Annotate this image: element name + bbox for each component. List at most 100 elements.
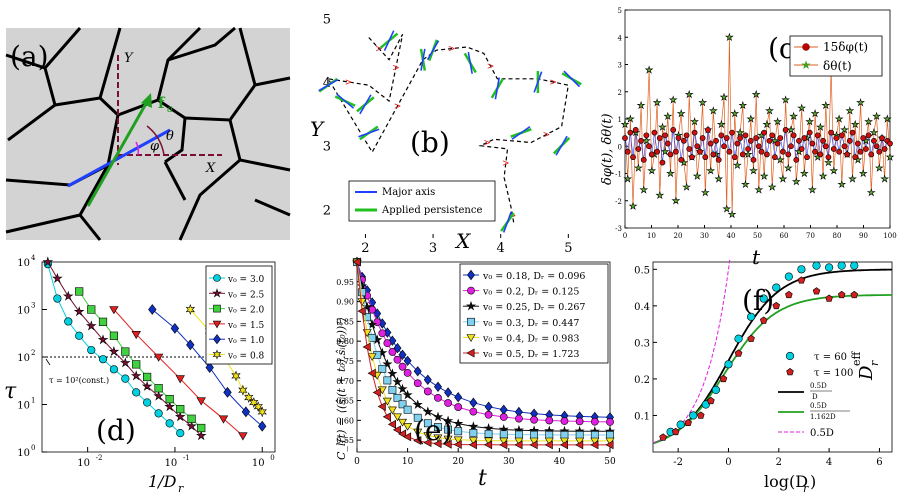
x-tick-label: 2 xyxy=(776,457,782,468)
phi-point xyxy=(721,143,727,150)
phi-point xyxy=(812,148,818,155)
legend-magenta: 0.5D xyxy=(810,428,834,439)
y-tick-label: -1 xyxy=(615,171,622,179)
series-point xyxy=(433,439,442,449)
legend-label-t60: τ = 60 xyxy=(814,352,847,363)
x-tick-label: 90 xyxy=(859,232,868,240)
phi-point xyxy=(745,146,752,152)
series-point xyxy=(412,399,423,410)
theta-point xyxy=(805,117,815,126)
panel-label-a: (a) xyxy=(10,40,49,73)
series-point xyxy=(218,415,229,424)
phi-point xyxy=(887,140,893,147)
series-point xyxy=(499,430,508,439)
legend-marker xyxy=(466,334,476,342)
series-point xyxy=(575,417,584,426)
major-axis-segment xyxy=(318,79,339,92)
series-point xyxy=(544,440,553,450)
phi-point xyxy=(723,135,730,141)
series-point xyxy=(423,387,432,396)
theta-point xyxy=(716,119,726,129)
x-tick-label: 0 xyxy=(725,457,731,468)
theta-point xyxy=(869,128,879,137)
series-point xyxy=(671,427,680,436)
y-tick-label: -3 xyxy=(615,225,622,233)
series-point xyxy=(367,368,376,378)
series-point xyxy=(734,349,743,357)
series-point xyxy=(148,304,157,315)
series-point xyxy=(413,413,422,422)
y-tick-label: 0.75 xyxy=(336,357,354,366)
series-point xyxy=(432,411,444,422)
series-point xyxy=(377,402,386,412)
panel-b-legend-pers: Applied persistence xyxy=(381,205,482,216)
theta-point xyxy=(759,171,769,180)
phi-point xyxy=(860,135,867,141)
series-point xyxy=(483,440,493,450)
series-point xyxy=(747,334,755,342)
x-tick-label: 4 xyxy=(497,241,505,256)
y-tick-label: 2 xyxy=(323,203,331,218)
x-tick-label: 40 xyxy=(554,457,566,467)
theta-point xyxy=(880,174,890,183)
series-point xyxy=(772,301,781,310)
series-point xyxy=(387,406,397,415)
phi-point xyxy=(705,126,711,133)
series-point xyxy=(469,397,478,408)
theta-point xyxy=(733,160,742,169)
phi-point xyxy=(672,148,679,155)
theta-point xyxy=(746,114,756,123)
series-point xyxy=(530,415,538,424)
y-tick-label: 10 xyxy=(17,401,30,412)
panel-a-force-label: f xyxy=(158,94,166,112)
series-point xyxy=(143,398,152,407)
series-point xyxy=(87,345,96,355)
series-point xyxy=(469,429,478,437)
theta-point xyxy=(866,188,876,197)
phi-point xyxy=(828,129,835,136)
y-tick-label: 5 xyxy=(618,7,622,15)
panel-a-theta: θ xyxy=(166,129,174,144)
series-point xyxy=(205,362,214,373)
series-point xyxy=(258,420,267,432)
series-point xyxy=(52,272,63,284)
series-point xyxy=(223,386,232,398)
phi-point xyxy=(849,129,856,136)
phi-line xyxy=(624,129,891,163)
series-point xyxy=(719,374,728,383)
theta-point xyxy=(655,190,665,199)
panel-a-force-sub: a xyxy=(167,104,173,115)
series-point xyxy=(185,304,196,315)
series-point xyxy=(590,431,599,439)
series-point xyxy=(545,416,554,425)
x-tick-label: 40 xyxy=(727,232,736,240)
theta-point xyxy=(700,188,710,197)
panel-d: 10 -2 10 -1 10 010 010 110 210 310 4v₀ = 3.0v₀ = 2… xyxy=(17,254,276,469)
series-point xyxy=(352,257,361,267)
series-point xyxy=(388,386,397,394)
x-tick-label: 50 xyxy=(604,457,616,467)
theta-point xyxy=(848,174,857,183)
series-point xyxy=(483,423,494,433)
phi-point xyxy=(755,143,762,150)
phi-point xyxy=(798,146,805,152)
phi-point xyxy=(683,132,690,139)
series-point xyxy=(109,365,119,374)
theta-point xyxy=(816,122,825,131)
legend-label: v₀ = 0.2, Dᵣ = 0.125 xyxy=(482,287,579,298)
series-point xyxy=(398,362,407,371)
theta-point xyxy=(824,158,833,167)
phi-point xyxy=(838,132,845,139)
series-point xyxy=(244,392,254,403)
phi-point xyxy=(699,135,706,141)
legend-green-den: 1.162D xyxy=(810,413,836,421)
y-tick-label: 0.70 xyxy=(336,377,354,386)
series-point xyxy=(257,406,267,418)
phi-point xyxy=(852,154,859,161)
series-point xyxy=(545,430,554,439)
theta-point xyxy=(786,125,796,134)
x-tick-label: 3 xyxy=(429,241,437,256)
series-point xyxy=(797,265,806,274)
series-point xyxy=(108,345,120,357)
panel-c-xlabel: t xyxy=(752,245,761,269)
